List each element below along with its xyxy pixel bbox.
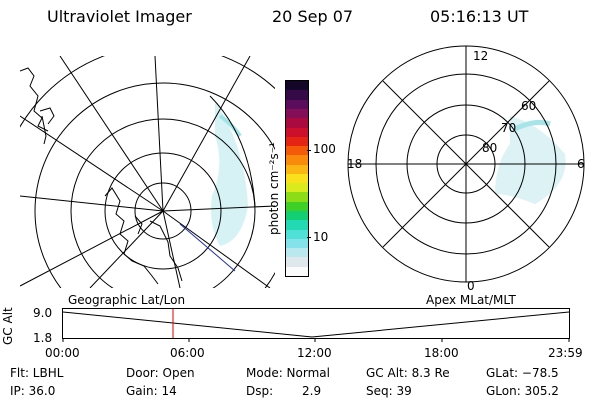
status-gain: Gain: 14: [126, 384, 177, 398]
aurora-arc: [218, 114, 242, 138]
colorbar-tick-mark: [307, 237, 311, 238]
lat-circle: [134, 182, 192, 240]
colorbar-segment: [286, 192, 308, 202]
colorbar-segment: [286, 220, 308, 230]
status-gc-alt: GC Alt: 8.3 Re: [366, 366, 450, 380]
polar-mlt-plot: 12 0 18 6 80 70 60: [347, 45, 585, 292]
colorbar-segment: [286, 164, 308, 174]
polar-label-12: 12: [473, 49, 488, 63]
colorbar-unit-label: photon cm⁻²s⁻¹: [267, 142, 281, 235]
time-label: 05:16:13 UT: [430, 7, 529, 26]
strip-axis-label: GC Alt: [1, 307, 15, 345]
status-filter: Flt: LBHL: [10, 366, 64, 380]
aurora-glow: [211, 101, 248, 246]
colorbar-tick-10: 10: [313, 230, 329, 244]
polar-ring-80: 80: [482, 141, 497, 155]
status-dsp-value: 2.9: [302, 384, 322, 398]
colorbar-segment: [286, 99, 308, 109]
aurora-arc: [513, 119, 551, 132]
instrument-title: Ultraviolet Imager: [47, 7, 192, 26]
strip-xtick-0600: 06:00: [170, 346, 205, 360]
colorbar-tick-100: 100: [313, 142, 336, 156]
colorbar-segment: [286, 201, 308, 212]
terminator-line: [179, 223, 236, 272]
colorbar-segment: [286, 238, 308, 249]
polar-ring-60: 60: [521, 99, 536, 113]
status-door: Door: Open: [126, 366, 195, 380]
lat-circle: [104, 152, 222, 270]
colorbar-segment: [286, 146, 308, 156]
strip-ytick-9: 9.0: [33, 306, 53, 320]
lat-circle: [34, 82, 275, 288]
status-glat: GLat: −78.5: [486, 366, 559, 380]
colorbar-segment: [286, 155, 308, 165]
status-ip: IP: 36.0: [10, 384, 56, 398]
altitude-strip-plot: [62, 308, 570, 342]
colorbar-segment: [286, 183, 308, 193]
colorbar-tick-mark: [307, 150, 311, 151]
polar-label-18: 18: [347, 157, 362, 171]
polar-ring-70: 70: [501, 121, 516, 135]
polar-label-0: 0: [467, 279, 475, 292]
colorbar-segment: [286, 248, 308, 258]
strip-xtick-1800: 18:00: [424, 346, 459, 360]
status-dsp-label: Dsp:: [246, 384, 274, 398]
aurora-glow: [495, 116, 566, 204]
status-seq: Seq: 39: [366, 384, 412, 398]
colorbar-segment: [286, 173, 308, 184]
geographic-map: [20, 56, 275, 288]
colorbar-segment: [286, 118, 308, 128]
status-mode: Mode: Normal: [246, 366, 330, 380]
strip-xtick-1200: 12:00: [297, 346, 332, 360]
date-label: 20 Sep 07: [272, 7, 354, 26]
colorbar: [285, 80, 309, 277]
strip-xtick-0000: 00:00: [45, 346, 80, 360]
colorbar-segment: [286, 211, 308, 221]
colorbar-segment: [286, 108, 308, 119]
colorbar-segment: [286, 266, 308, 276]
strip-right-title: Apex MLat/MLT: [426, 293, 516, 307]
colorbar-segment: [286, 127, 308, 137]
lat-circle: [70, 118, 256, 288]
strip-left-title: Geographic Lat/Lon: [68, 293, 186, 307]
colorbar-segment: [286, 136, 308, 147]
strip-xtick-2359: 23:59: [548, 346, 583, 360]
colorbar-segment: [286, 257, 308, 267]
polar-label-6: 6: [577, 157, 585, 171]
altitude-curve: [62, 311, 570, 338]
colorbar-segment: [286, 229, 308, 239]
status-glon: GLon: 305.2: [486, 384, 559, 398]
colorbar-segment: [286, 90, 308, 100]
strip-ytick-1-8: 1.8: [33, 331, 53, 345]
colorbar-segment: [286, 81, 308, 91]
